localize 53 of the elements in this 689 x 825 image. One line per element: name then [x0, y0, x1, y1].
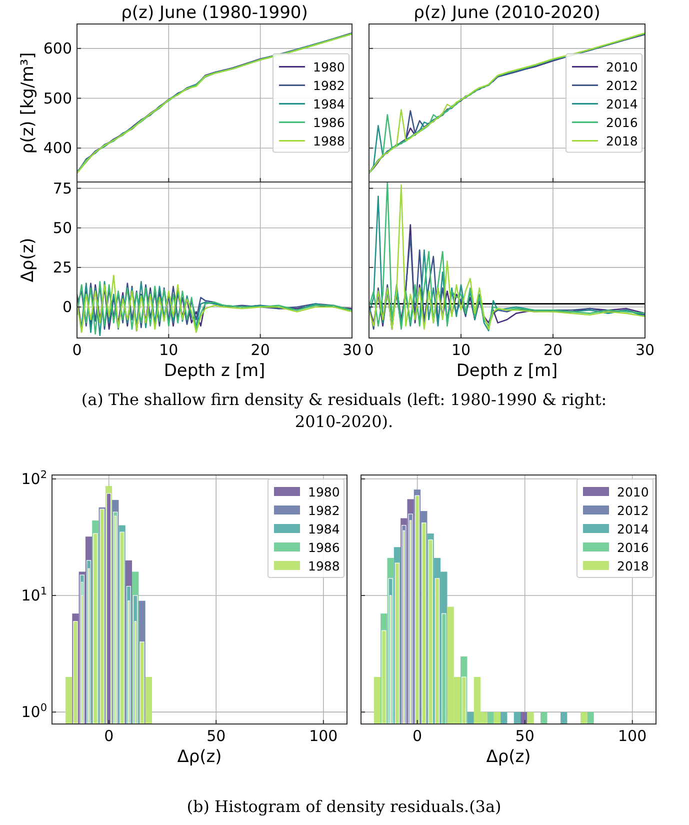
text: (a) The shallow firn density & residuals (left: 1980-1990 & right: 2010-2020).: [81, 390, 607, 431]
text: (b) Histogram of density residuals.(3a): [186, 797, 502, 816]
y-tick-label: 10$^{2}$: [21, 468, 47, 488]
legend-label: 1982: [308, 503, 340, 518]
x-axis-title: Depth z [m]: [164, 361, 266, 381]
y-tick-label: 500: [43, 89, 72, 108]
legend-label: 1984: [313, 96, 345, 112]
x-tick-label: 20: [250, 341, 270, 359]
x-axis-title: Depth z [m]: [456, 361, 558, 381]
legend-label: 1988: [313, 133, 345, 148]
legend-label: 1980: [313, 59, 345, 74]
legend-label: 2016: [606, 114, 638, 130]
legend-label: 1980: [308, 484, 340, 500]
y-tick-label: 0: [62, 298, 72, 316]
legend-label: 2016: [617, 540, 649, 555]
legend-label: 1988: [308, 558, 340, 574]
legend-label: 2012: [606, 78, 638, 93]
x-tick-label: 50: [206, 727, 226, 745]
chart-title: ρ(z) June (1980-1990): [121, 3, 308, 23]
x-tick-label: 30: [635, 341, 655, 359]
x-tick-label: 10: [451, 341, 471, 359]
x-tick-label: 50: [515, 727, 534, 745]
x-tick-label: 0: [412, 727, 422, 745]
legend-label: 2014: [606, 96, 638, 112]
x-tick-label: 100: [309, 727, 338, 745]
x-tick-label: 0: [364, 341, 374, 359]
legend-label: 1984: [308, 522, 340, 536]
legend-label: 1986: [313, 114, 345, 130]
y-tick-label: 10$^{1}$: [21, 585, 47, 604]
x-tick-label: 0: [104, 727, 114, 745]
legend-label: 2010: [617, 484, 649, 500]
legend-label: 2018: [617, 558, 649, 574]
y-axis-title: ρ(z) [kg/m³]: [18, 52, 38, 154]
y-tick-label: 75: [52, 179, 72, 198]
legend-label: 2010: [606, 59, 638, 74]
legend-label: 1986: [308, 540, 340, 555]
x-tick-label: 20: [543, 341, 563, 359]
legend-label: 2018: [606, 133, 638, 148]
x-axis-title: Δρ(z): [486, 747, 531, 767]
chart-title: ρ(z) June (2010-2020): [414, 3, 600, 23]
legend-label: 1982: [313, 78, 345, 93]
y-tick-label: 50: [52, 218, 72, 237]
y-axis-title: Δρ(z): [18, 238, 38, 282]
legend-label: 2012: [617, 503, 649, 518]
x-tick-label: 30: [342, 341, 362, 359]
legend-label: 2014: [617, 522, 649, 536]
y-tick-label: 400: [43, 139, 72, 158]
x-tick-label: 10: [159, 341, 178, 359]
y-tick-label: 600: [43, 39, 72, 58]
y-tick-label: 10$^{0}$: [21, 702, 47, 722]
x-axis-title: Δρ(z): [177, 747, 222, 767]
x-tick-label: 100: [618, 727, 647, 745]
y-tick-label: 25: [52, 258, 72, 276]
